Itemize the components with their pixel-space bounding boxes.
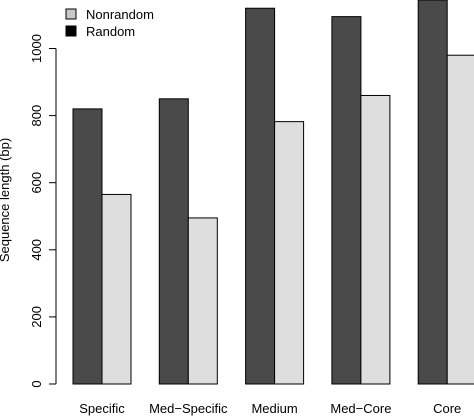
bar-random-4 [331, 16, 362, 385]
x-axis-labels: Specific Med−Specific Medium Med−Core Core [79, 401, 461, 416]
y-tick-label: 1000 [29, 34, 44, 63]
y-axis: 0 200 400 600 800 1000 [29, 34, 57, 388]
legend-label: Random [86, 24, 135, 39]
x-category-label: Med−Core [330, 401, 391, 416]
bar-nonrandom-5 [446, 54, 474, 385]
x-category-label: Med−Specific [149, 401, 228, 416]
legend-swatch [65, 8, 77, 20]
y-axis-title: Sequence length (bp) [0, 138, 12, 262]
y-tick-label: 400 [29, 239, 44, 261]
y-tick-label: 0 [29, 380, 44, 387]
x-category-label: Specific [79, 401, 125, 416]
bar-random-2 [158, 98, 189, 385]
bar-random-1 [72, 108, 103, 385]
y-tick-label: 200 [29, 306, 44, 328]
x-category-label: Core [433, 401, 461, 416]
bar-random-3 [245, 7, 276, 385]
legend-label: Nonrandom [86, 7, 154, 22]
bar-nonrandom-4 [360, 94, 391, 385]
bars [72, 0, 474, 385]
y-tick-label: 800 [29, 105, 44, 127]
bar-nonrandom-2 [187, 217, 218, 385]
legend-swatch [65, 25, 77, 37]
bar-nonrandom-3 [274, 121, 305, 385]
legend: Nonrandom Random [65, 7, 154, 39]
y-tick-label: 600 [29, 172, 44, 194]
bar-random-5 [417, 0, 448, 385]
bar-nonrandom-1 [101, 193, 132, 385]
x-category-label: Medium [251, 401, 297, 416]
